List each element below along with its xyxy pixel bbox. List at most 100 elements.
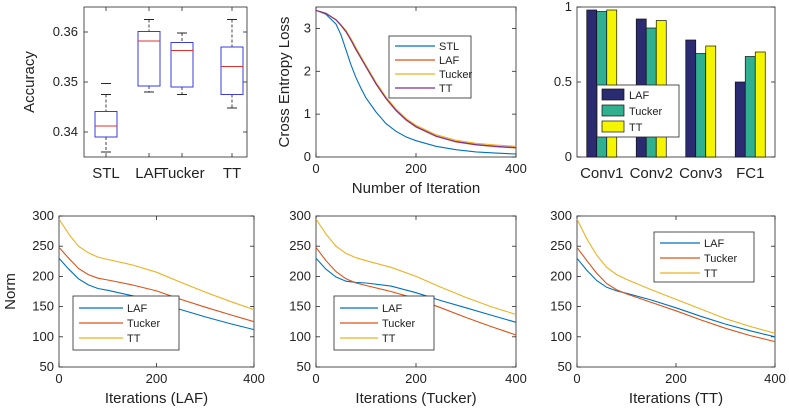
norm-tt-y-tick-label: 150 — [550, 299, 572, 314]
norm-tt-x-axis-label: Iterations (TT) — [629, 390, 723, 407]
norm-tucker-y-tick-label: 50 — [297, 359, 311, 374]
norm-tucker-series-line — [315, 257, 517, 323]
norm-laf-legend-label: Tucker — [127, 318, 161, 330]
bar-tt — [606, 9, 618, 158]
norm-tt-y-tick-label: 100 — [550, 329, 572, 344]
norm-tt-x-tick-label: 200 — [665, 371, 687, 386]
norm-tucker-legend-label: Tucker — [382, 318, 416, 330]
bar-category-label: Conv3 — [679, 165, 722, 182]
loss-y-tick-label: 0 — [304, 149, 311, 164]
bar-legend-swatch — [601, 120, 625, 133]
norm-laf-y-tick-label: 100 — [32, 329, 54, 344]
bar-tt — [705, 45, 717, 158]
box-body — [220, 46, 244, 95]
norm-laf-x-tick-label: 400 — [243, 371, 265, 386]
bar-y-tick-label: 0.5 — [554, 74, 572, 89]
bar-category-label: Conv1 — [580, 165, 623, 182]
accuracy-category-label: STL — [92, 165, 120, 182]
norm-tt-legend-label: Tucker — [704, 253, 738, 265]
box-body — [94, 111, 118, 138]
loss-x-axis-label: Number of Iteration — [352, 180, 480, 197]
accuracy-y-tick-label: 0.36 — [53, 24, 78, 39]
norm-laf-y-axis-label: Norm — [2, 273, 19, 310]
norm-laf-x-tick-label: 0 — [55, 371, 62, 386]
bar-laf — [586, 9, 598, 158]
norm-tucker-legend-label: TT — [382, 333, 396, 345]
loss-legend-label: STL — [439, 41, 459, 53]
norm-tt-y-tick-label: 200 — [550, 268, 572, 283]
bar-legend-label: TT — [629, 122, 643, 134]
loss-x-tick-label: 0 — [312, 161, 319, 176]
bar-tt — [754, 51, 766, 158]
bar-tucker — [744, 56, 756, 158]
norm-laf-y-tick-label: 200 — [32, 268, 54, 283]
norm-laf-y-tick-label: 250 — [32, 238, 54, 253]
norm-tucker-series-line — [315, 218, 517, 316]
norm-laf-series-line — [58, 247, 255, 323]
norm-laf-y-tick-label: 50 — [40, 359, 54, 374]
loss-series-line — [315, 9, 517, 149]
loss-legend-label: LAF — [439, 55, 459, 67]
loss-x-tick-label: 200 — [405, 161, 427, 176]
norm-tt-y-tick-label: 50 — [558, 359, 572, 374]
norm-laf-x-tick-label: 200 — [146, 371, 168, 386]
box-body — [170, 42, 194, 88]
norm-tt-y-tick-label: 300 — [550, 208, 572, 223]
loss-legend-label: Tucker — [439, 69, 473, 81]
norm-tt-legend-label: TT — [704, 268, 718, 280]
loss-y-tick-label: 3 — [304, 20, 311, 35]
norm-tucker-x-tick-label: 400 — [505, 371, 527, 386]
loss-y-tick-label: 2 — [304, 63, 311, 78]
norm-tt-series-line — [576, 218, 776, 334]
loss-legend-label: TT — [439, 83, 453, 95]
box-body — [137, 31, 161, 87]
accuracy-y-tick-label: 0.34 — [53, 124, 78, 139]
norm-laf-legend-label: TT — [127, 333, 141, 345]
norm-laf-series-line — [58, 257, 255, 331]
bar-legend-label: LAF — [629, 90, 649, 102]
bar-category-label: Conv2 — [630, 165, 673, 182]
bar-y-tick-label: 0 — [565, 149, 572, 164]
norm-tucker-y-tick-label: 100 — [289, 329, 311, 344]
accuracy-category-label: LAF — [135, 165, 163, 182]
accuracy-axes — [83, 6, 248, 158]
norm-tucker-y-tick-label: 150 — [289, 299, 311, 314]
accuracy-category-label: Tucker — [159, 165, 204, 182]
norm-laf-legend-label: LAF — [127, 303, 147, 315]
norm-tucker-legend-label: LAF — [382, 303, 402, 315]
norm-tucker-y-tick-label: 200 — [289, 268, 311, 283]
bar-laf — [685, 39, 697, 158]
norm-tucker-y-tick-label: 250 — [289, 238, 311, 253]
accuracy-y-tick-label: 0.35 — [53, 74, 78, 89]
norm-tucker-x-tick-label: 200 — [405, 371, 427, 386]
norm-tt-x-tick-label: 0 — [573, 371, 580, 386]
bar-legend-swatch — [601, 104, 625, 117]
norm-tucker-x-axis-label: Iterations (Tucker) — [355, 390, 476, 407]
bar-y-tick-label: 1 — [565, 0, 572, 14]
norm-tucker-x-tick-label: 0 — [312, 371, 319, 386]
bar-tucker — [695, 53, 707, 158]
norm-tt-y-tick-label: 250 — [550, 238, 572, 253]
loss-series-line — [315, 9, 517, 155]
bar-laf — [734, 81, 746, 158]
loss-y-axis-label: Cross Entropy Loss — [276, 17, 293, 148]
loss-y-tick-label: 1 — [304, 106, 311, 121]
norm-laf-y-tick-label: 150 — [32, 299, 54, 314]
norm-tucker-y-tick-label: 300 — [289, 208, 311, 223]
norm-tucker-series-line — [315, 247, 517, 336]
bar-legend-swatch — [601, 88, 625, 101]
norm-tt-legend-label: LAF — [704, 238, 724, 250]
accuracy-category-label: TT — [223, 165, 241, 182]
norm-tt-x-tick-label: 400 — [764, 371, 786, 386]
norm-laf-x-axis-label: Iterations (LAF) — [105, 390, 208, 407]
norm-laf-y-tick-label: 300 — [32, 208, 54, 223]
norm-tt-legend-box — [653, 231, 755, 283]
norm-tt-series-line — [576, 247, 776, 343]
norm-laf-series-line — [58, 218, 255, 311]
bar-category-label: FC1 — [736, 165, 764, 182]
bar-legend-label: Tucker — [629, 106, 663, 118]
loss-x-tick-label: 400 — [505, 161, 527, 176]
accuracy-y-axis-label: Accuracy — [21, 51, 38, 113]
norm-tt-series-line — [576, 257, 776, 338]
